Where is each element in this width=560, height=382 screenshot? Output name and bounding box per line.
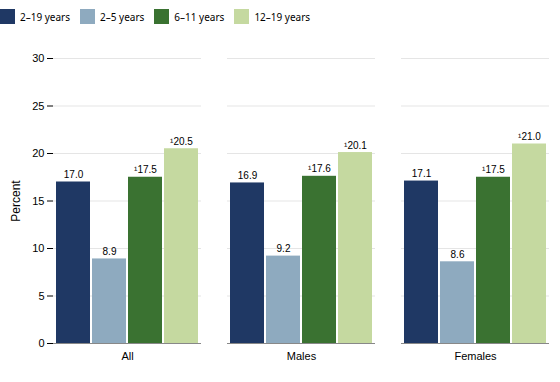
svg-text:¹17.5: ¹17.5 <box>482 164 505 175</box>
svg-text:All: All <box>121 350 133 362</box>
svg-text:15: 15 <box>32 195 44 207</box>
svg-text:17.0: 17.0 <box>64 169 84 180</box>
html-text:2–5 years: 2–5 years <box>100 9 145 24</box>
svg-text:5: 5 <box>38 290 44 302</box>
svg-text:20: 20 <box>32 147 44 159</box>
svg-text:¹17.6: ¹17.6 <box>308 163 331 174</box>
svg-text:Females: Females <box>454 350 497 362</box>
svg-text:0: 0 <box>38 337 44 349</box>
svg-text:8.9: 8.9 <box>103 246 117 257</box>
svg-text:17.1: 17.1 <box>412 168 432 179</box>
svg-text:Males: Males <box>287 350 317 362</box>
svg-text:25: 25 <box>32 100 44 112</box>
svg-text:16.9: 16.9 <box>238 170 258 181</box>
svg-text:¹20.5: ¹20.5 <box>170 136 193 147</box>
svg-text:30: 30 <box>32 52 44 64</box>
svg-text:¹20.1: ¹20.1 <box>344 140 367 151</box>
html-text:2–19 years: 2–19 years <box>20 9 70 24</box>
svg-text:9.2: 9.2 <box>277 243 291 254</box>
svg-text:¹21.0: ¹21.0 <box>518 131 541 142</box>
svg-text:¹17.5: ¹17.5 <box>134 164 157 175</box>
html-text:12–19 years: 12–19 years <box>254 9 311 24</box>
html-text:Percent: Percent <box>8 179 23 222</box>
svg-text:8.6: 8.6 <box>451 249 465 260</box>
svg-text:10: 10 <box>32 242 44 254</box>
html-text:6–11 years: 6–11 years <box>174 9 225 24</box>
